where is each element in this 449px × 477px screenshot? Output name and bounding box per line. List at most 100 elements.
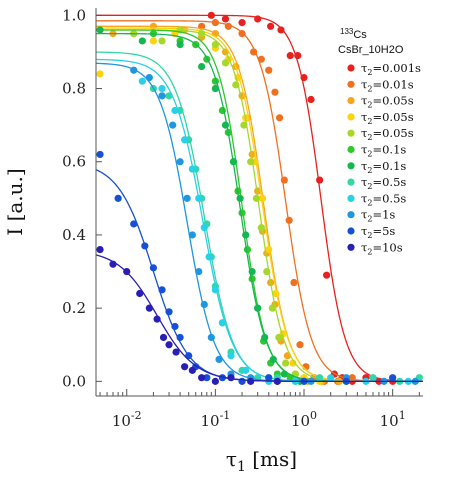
legend-marker: [347, 243, 355, 251]
data-point: [158, 37, 166, 45]
legend-label: τ2=0.01s: [361, 77, 414, 93]
x-tick-label: 10-2: [112, 409, 142, 430]
data-point: [96, 70, 104, 78]
y-tick-label: 0.6: [62, 153, 86, 171]
legend-marker: [347, 97, 355, 105]
data-point: [114, 194, 122, 202]
data-point: [282, 359, 290, 367]
data-point: [171, 106, 179, 115]
data-point: [348, 374, 356, 382]
y-tick-label: 0.8: [62, 80, 86, 98]
data-point: [181, 363, 189, 371]
data-point: [158, 92, 166, 100]
data-point: [198, 30, 206, 38]
data-point: [280, 176, 288, 184]
data-point: [188, 231, 196, 239]
legend-marker: [347, 145, 355, 154]
data-point: [149, 264, 158, 272]
data-point: [227, 352, 235, 360]
y-tick-label: 1.0: [62, 6, 86, 24]
data-point: [271, 88, 279, 96]
data-point: [389, 374, 397, 382]
y-tick-label: 0.2: [62, 299, 86, 317]
data-point: [183, 194, 191, 202]
data-point: [265, 66, 273, 74]
data-point: [300, 73, 308, 82]
data-point: [257, 224, 265, 232]
data-point: [145, 73, 153, 82]
data-point: [289, 359, 297, 367]
data-point: [257, 55, 265, 63]
legend-marker: [347, 211, 355, 219]
data-point: [277, 26, 285, 34]
data-point: [211, 41, 219, 49]
data-point: [171, 322, 179, 331]
data-point: [153, 315, 161, 323]
data-point: [109, 260, 117, 268]
data-point: [169, 121, 177, 129]
legend-label: τ2=0.5s: [361, 191, 406, 207]
data-point: [294, 51, 302, 60]
data-point: [221, 15, 230, 23]
data-point: [269, 355, 277, 363]
data-point: [165, 308, 173, 316]
data-point: [369, 374, 377, 382]
data-point: [138, 77, 146, 85]
legend-label: τ2=10s: [361, 240, 403, 256]
data-point: [221, 59, 230, 67]
data-point: [224, 22, 232, 30]
data-point: [195, 194, 203, 202]
legend-label: τ2=0.05s: [361, 126, 414, 142]
data-point: [188, 165, 196, 173]
data-point: [203, 374, 211, 382]
data-point: [96, 26, 104, 34]
axes: 0.0 0.2 0.4 0.6 0.8 1.0 10-2 10-1 100 101 τ1 [ms] I…: [3, 6, 423, 475]
data-point: [158, 84, 166, 93]
data-point: [198, 62, 206, 71]
data-point: [265, 374, 273, 382]
data-point: [265, 245, 273, 254]
data-point: [238, 30, 246, 38]
fit-line-11: [96, 254, 423, 383]
series-11: [96, 245, 423, 385]
legend-label: τ2=5s: [361, 224, 395, 240]
x-tick-label: 10-1: [200, 409, 230, 430]
legend-marker: [347, 64, 355, 72]
x-tick-label: 101: [380, 409, 406, 430]
data-point: [159, 333, 168, 342]
data-point: [215, 355, 223, 363]
legend-label: τ2=0.05s: [361, 94, 414, 110]
data-point: [290, 278, 298, 287]
data-point: [188, 366, 196, 374]
data-point: [254, 15, 262, 23]
data-point: [286, 51, 294, 60]
data-point: [218, 319, 226, 327]
data-point: [176, 333, 184, 342]
plot-area: [96, 11, 423, 385]
data-point: [248, 150, 256, 159]
data-point: [242, 366, 250, 374]
legend-marker: [347, 227, 355, 235]
data-point: [327, 374, 335, 382]
data-point: [273, 377, 281, 385]
data-point: [141, 242, 149, 250]
data-point: [285, 216, 293, 224]
data-point: [248, 267, 256, 276]
data-point: [211, 19, 219, 27]
y-axis-title: I [a.u.]: [3, 168, 27, 235]
legend-isotope: 133Cs: [340, 27, 367, 41]
data-point: [165, 341, 173, 349]
data-point: [149, 37, 158, 45]
data-point: [242, 231, 250, 239]
data-point: [123, 267, 131, 276]
data-point: [205, 253, 213, 261]
data-point: [211, 286, 219, 294]
data-point: [252, 194, 260, 202]
data-point: [176, 158, 184, 166]
data-point: [280, 370, 288, 378]
x-tick-label: 100: [291, 409, 317, 430]
data-point: [136, 289, 144, 298]
data-point: [247, 158, 255, 166]
legend-label: τ2=0.001s: [361, 61, 421, 77]
data-point: [247, 377, 255, 385]
